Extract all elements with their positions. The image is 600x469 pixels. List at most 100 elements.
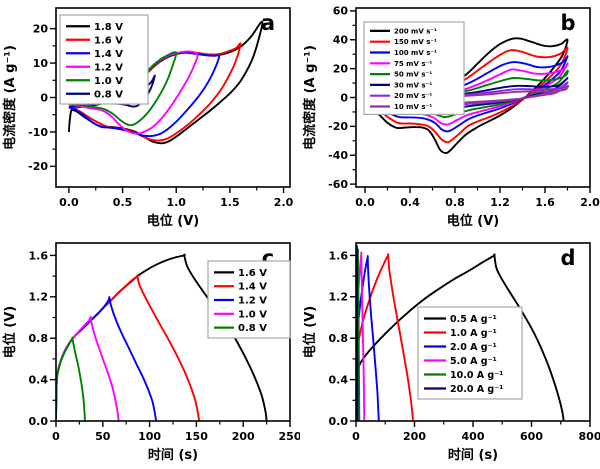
legend: 1.8 V 1.6 V 1.4 V 1.2 V 1.0 V 0.8 V <box>59 14 149 105</box>
legend-label: 75 mV s⁻¹ <box>394 60 432 68</box>
y-axis-title: 电流密度 (A g⁻¹) <box>2 45 18 150</box>
legend-item: 1.0 A g⁻¹ <box>424 328 497 339</box>
legend-box <box>417 306 523 400</box>
legend-label: 5.0 A g⁻¹ <box>450 356 497 367</box>
chart-panel-d: 0 200 400 600 800 0.0 0.4 0.8 1.2 1.6 时间 (s) 电位 (V)… <box>302 242 600 463</box>
panel-letter-a: a <box>261 11 275 35</box>
y-axis-title: 电位 (V) <box>2 306 18 358</box>
y-tick-label: 10 <box>33 57 49 70</box>
curve-1.4-V <box>56 274 201 421</box>
x-axis: 0.0 0.5 1.0 1.5 2.0 <box>59 187 294 209</box>
x-axis-title: 时间 (s) <box>148 447 198 463</box>
legend-label: 1.8 V <box>94 22 123 33</box>
y-tick-label: 60 <box>333 5 349 18</box>
legend: 200 mV s⁻¹ 150 mV s⁻¹ 100 mV s⁻¹ 75 mV s⁻¹ 5… <box>363 21 465 116</box>
x-axis: 0 200 400 600 800 <box>352 421 600 443</box>
curve-0.8-V <box>56 336 86 421</box>
panel-c-gcd-voltage-windows: 0 50 100 150 200 250 0.0 0.4 0.8 1.2 1.6 时间 (s) 电位 (… <box>0 235 302 469</box>
legend-item: 20.0 A g⁻¹ <box>424 384 503 395</box>
legend-item: 50 mV s⁻¹ <box>370 71 432 79</box>
legend-label: 50 mV s⁻¹ <box>394 71 432 79</box>
x-tick-label: 0 <box>52 430 60 443</box>
legend: 1.6 V 1.4 V 1.2 V 1.0 V 0.8 V <box>207 260 291 339</box>
legend-label: 2.0 A g⁻¹ <box>450 342 497 353</box>
legend-label: 0.5 A g⁻¹ <box>450 314 497 325</box>
y-tick-label: 20 <box>33 23 49 36</box>
x-tick-label: 1.5 <box>220 196 240 209</box>
y-tick-label: 1.6 <box>329 249 349 262</box>
y-tick-label: 20 <box>333 62 349 75</box>
legend-label: 1.0 A g⁻¹ <box>450 328 497 339</box>
legend-label: 30 mV s⁻¹ <box>394 81 432 89</box>
x-axis: 0 50 100 150 200 250 <box>52 421 302 443</box>
chart-panel-c: 0 50 100 150 200 250 0.0 0.4 0.8 1.2 1.6 时间 (s) 电位 (… <box>2 242 302 463</box>
x-tick-label: 2.0 <box>580 196 600 209</box>
panel-a-cv-voltage-windows: 0.0 0.5 1.0 1.5 2.0 -20 -10 0 10 20 电位 (V) 电流密度 (A … <box>0 0 300 235</box>
chart-panel-a: 0.0 0.5 1.0 1.5 2.0 -20 -10 0 10 20 电位 (V) 电流密度 (A … <box>2 7 294 229</box>
legend-item: 0.8 V <box>214 323 267 334</box>
y-tick-label: 40 <box>333 34 349 47</box>
x-axis-title: 时间 (s) <box>448 447 498 463</box>
legend-item: 1.0 V <box>66 76 123 87</box>
y-tick-label: -20 <box>28 160 48 173</box>
x-tick-label: 100 <box>138 430 161 443</box>
x-tick-label: 0.8 <box>445 196 465 209</box>
legend-label: 0.8 V <box>94 89 123 100</box>
x-axis-title: 电位 (V) <box>447 213 499 229</box>
legend-item: 10 mV s⁻¹ <box>370 103 432 111</box>
y-axis: -20 -10 0 10 20 <box>28 23 56 173</box>
legend-label: 1.0 V <box>94 76 123 87</box>
legend-label: 150 mV s⁻¹ <box>394 38 437 46</box>
legend-item: 100 mV s⁻¹ <box>370 49 437 57</box>
chart-panel-b: 0.0 0.4 0.8 1.2 1.6 2.0 -60 -40 -20 0 20 40 60 电位 (V)… <box>302 5 600 229</box>
legend-label: 20 mV s⁻¹ <box>394 92 432 100</box>
y-tick-label: -10 <box>28 126 48 139</box>
x-tick-label: 0.5 <box>113 196 133 209</box>
legend-item: 0.5 A g⁻¹ <box>424 314 497 325</box>
y-tick-label: 0.4 <box>29 373 49 386</box>
x-tick-label: 50 <box>95 430 111 443</box>
legend-label: 1.6 V <box>94 35 123 46</box>
legend-item: 1.6 V <box>66 35 123 46</box>
x-tick-label: 0.4 <box>400 196 420 209</box>
legend-label: 100 mV s⁻¹ <box>394 49 437 57</box>
y-axis: 0.0 0.4 0.8 1.2 1.6 <box>329 249 356 428</box>
legend-label: 1.4 V <box>238 282 267 293</box>
legend-item: 75 mV s⁻¹ <box>370 60 432 68</box>
legend-item: 200 mV s⁻¹ <box>370 27 437 35</box>
x-axis: 0.0 0.4 0.8 1.2 1.6 2.0 <box>355 187 600 209</box>
y-tick-label: 0.0 <box>329 415 349 428</box>
legend-item: 1.2 V <box>214 296 267 307</box>
x-tick-label: 200 <box>232 430 255 443</box>
x-tick-label: 1.6 <box>535 196 555 209</box>
x-tick-label: 0.0 <box>355 196 375 209</box>
legend-item: 10.0 A g⁻¹ <box>424 370 503 381</box>
x-tick-label: 1.0 <box>166 196 186 209</box>
y-tick-label: 0.4 <box>329 373 349 386</box>
legend-label: 0.8 V <box>238 323 267 334</box>
legend-label: 1.0 V <box>238 309 267 320</box>
panel-letter-d: d <box>560 246 575 270</box>
curve-1.2-V <box>56 296 158 421</box>
x-tick-label: 0 <box>352 430 360 443</box>
legend-label: 10.0 A g⁻¹ <box>450 370 503 381</box>
x-tick-label: 0.0 <box>59 196 79 209</box>
legend-item: 1.4 V <box>66 49 123 60</box>
x-tick-label: 800 <box>579 430 600 443</box>
x-tick-label: 2.0 <box>274 196 294 209</box>
legend-item: 1.2 V <box>66 62 123 73</box>
legend-box <box>363 21 465 116</box>
x-axis-title: 电位 (V) <box>147 213 199 229</box>
legend-item: 5.0 A g⁻¹ <box>424 356 497 367</box>
y-tick-label: 0 <box>340 91 348 104</box>
y-tick-label: 0.8 <box>29 332 49 345</box>
legend-box <box>59 14 149 105</box>
curve-0.5-A-g- <box>356 253 565 421</box>
y-tick-label: 1.6 <box>29 249 49 262</box>
legend: 0.5 A g⁻¹ 1.0 A g⁻¹ 2.0 A g⁻¹ 5.0 A g⁻¹ 10.0… <box>417 306 523 400</box>
legend-label: 20.0 A g⁻¹ <box>450 384 503 395</box>
y-axis: 0.0 0.4 0.8 1.2 1.6 <box>29 249 56 428</box>
curve-1.0-V <box>56 315 120 421</box>
legend-item: 1.6 V <box>214 268 267 279</box>
